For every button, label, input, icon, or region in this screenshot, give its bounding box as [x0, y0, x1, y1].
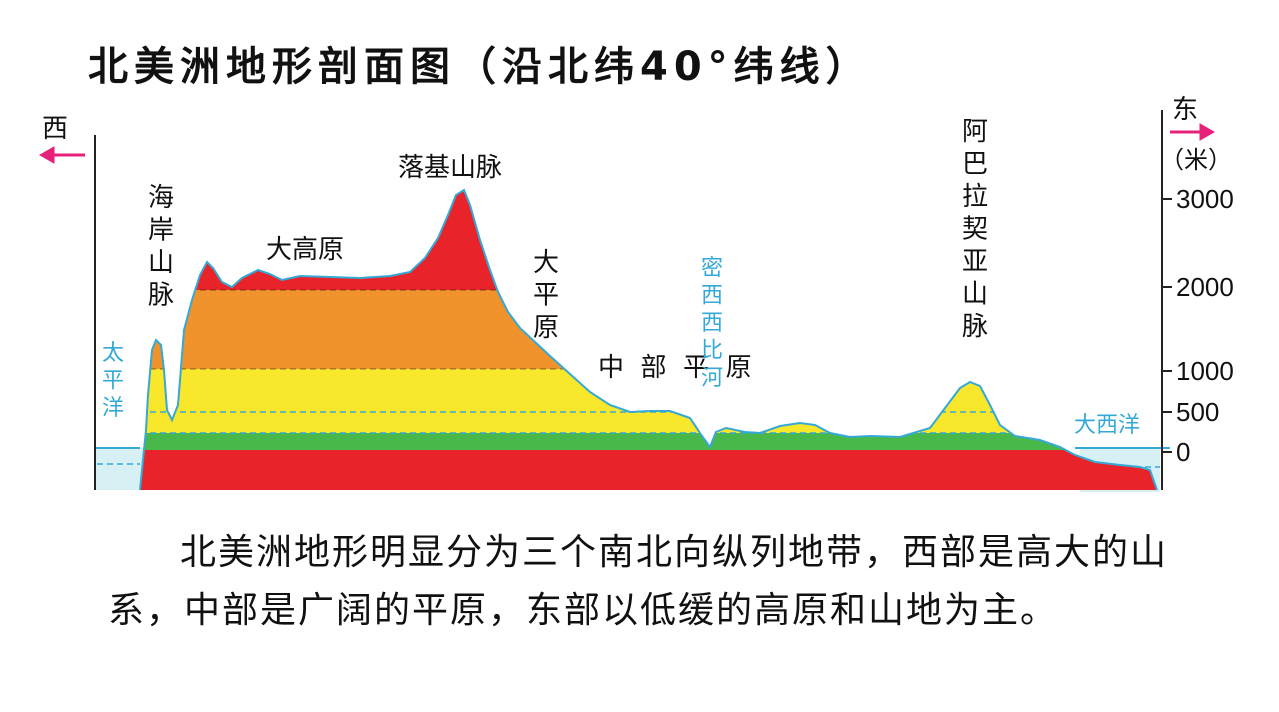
axis-tick-label: 1000 [1176, 356, 1234, 386]
axis-ticks [1162, 198, 1172, 453]
label-great-plains: 大平原 [533, 248, 559, 343]
west-arrow-icon [38, 146, 85, 164]
axis-tick-labels: 3000 2000 1000 500 0 [1176, 184, 1234, 467]
label-coast-range: 海岸山脉 [148, 183, 174, 311]
diagram-title: 北美洲地形剖面图（沿北纬40°纬线） [88, 44, 872, 90]
label-central-plains: 中 部 平 原 [598, 353, 752, 383]
label-appalachians: 阿巴拉契亚山脉 [962, 117, 988, 342]
unit-label: （米） [1160, 146, 1232, 174]
elevation-bands [140, 190, 1157, 490]
label-great-basin: 大高原 [266, 235, 344, 265]
land-outline [139, 188, 1158, 491]
label-mississippi: 密西西比河 [701, 256, 723, 391]
axis-tick-label: 2000 [1176, 272, 1234, 302]
label-rockies: 落基山脉 [398, 153, 502, 183]
east-label: 东 [1172, 95, 1198, 125]
band-green [140, 433, 1157, 450]
label-atlantic: 大西洋 [1074, 413, 1140, 438]
label-pacific: 太平洋 [102, 341, 124, 421]
pacific-water [95, 448, 145, 490]
axis-tick-label: 500 [1176, 397, 1219, 427]
caption-text: 北美洲地形明显分为三个南北向纵列地带，西部是高大的山系，中部是广阔的平原，东部以… [108, 532, 1169, 631]
band-red-base [140, 450, 1157, 490]
east-arrow-icon [1170, 123, 1216, 141]
west-label: 西 [42, 114, 68, 144]
band-red-high [140, 190, 1157, 290]
axis-tick-label: 3000 [1176, 184, 1234, 214]
axis-tick-label: 0 [1176, 437, 1190, 467]
caption: 北美洲地形明显分为三个南北向纵列地带，西部是高大的山系，中部是广阔的平原，东部以… [108, 524, 1228, 640]
